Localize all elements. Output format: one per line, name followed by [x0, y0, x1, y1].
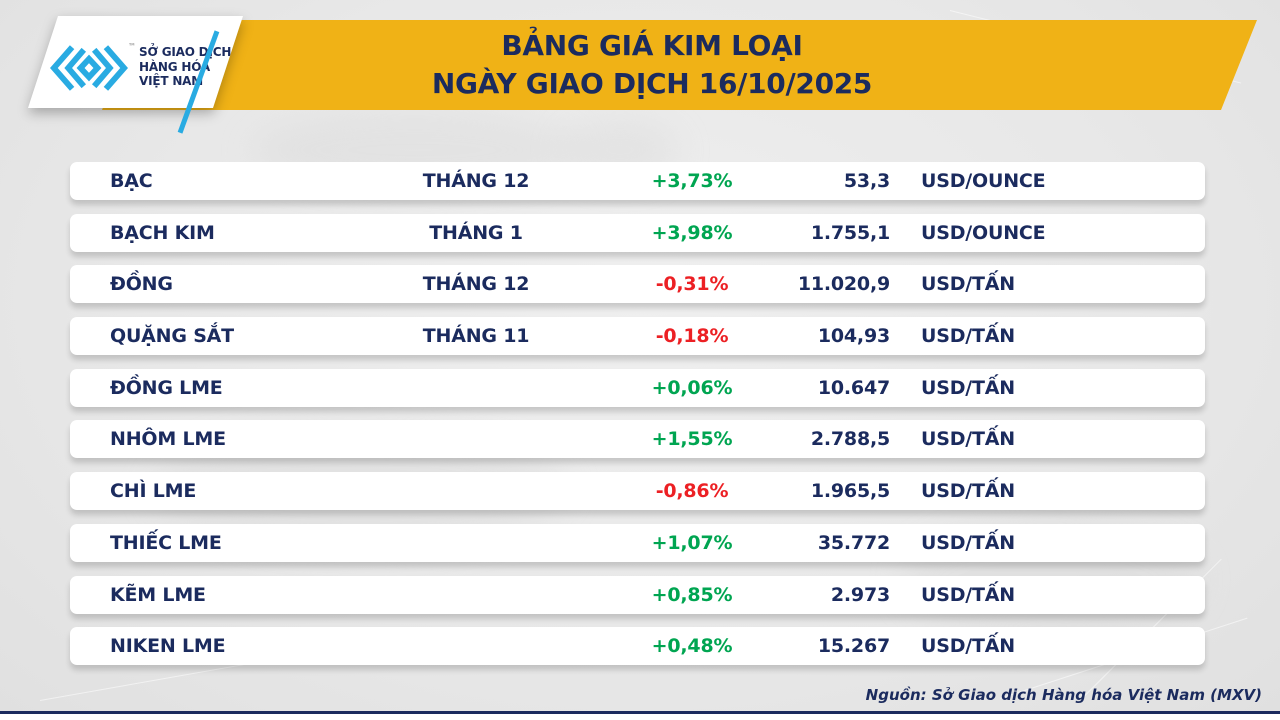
change-percent: +3,98%: [651, 221, 733, 244]
change-percent: -0,31%: [655, 273, 729, 296]
commodity-name: QUẶNG SẮT: [110, 325, 234, 348]
title-line-2: NGÀY GIAO DỊCH 16/10/2025: [431, 67, 873, 100]
title-line-1: BẢNG GIÁ KIM LOẠI: [501, 29, 803, 62]
table-row: CHÌ LME -0,86% 1.965,5 USD/TẤN: [70, 472, 1205, 511]
commodity-name: CHÌ LME: [110, 480, 197, 503]
table-row: BẠC THÁNG 12 +3,73% 53,3 USD/OUNCE: [70, 162, 1205, 200]
change-percent: +1,55%: [651, 428, 733, 451]
logo-org-name: SỞ GIAO DỊCH HÀNG HÓA VIỆT NAM: [139, 45, 231, 89]
change-percent: -0,18%: [655, 325, 729, 348]
price-value: 1.965,5: [810, 480, 890, 503]
price-value: 15.267: [817, 635, 890, 658]
price-unit: USD/TẤN: [921, 480, 1015, 503]
table-row: QUẶNG SẮT THÁNG 11 -0,18% 104,93 USD/TẤN: [70, 317, 1205, 356]
price-value: 53,3: [843, 170, 890, 192]
contract-month: THÁNG 1: [429, 221, 523, 244]
price-value: 10.647: [817, 376, 890, 399]
contract-month: THÁNG 12: [422, 170, 530, 192]
bottom-strip: [0, 714, 1280, 720]
contract-month: THÁNG 11: [422, 325, 530, 348]
table-row: ĐỒNG THÁNG 12 -0,31% 11.020,9 USD/TẤN: [70, 265, 1205, 304]
price-unit: USD/TẤN: [921, 273, 1015, 296]
mxv-logo-card: ™ SỞ GIAO DỊCH HÀNG HÓA VIỆT NAM: [28, 16, 243, 108]
price-unit: USD/OUNCE: [921, 170, 1046, 192]
table-row: NIKEN LME +0,48% 15.267 USD/TẤN: [70, 627, 1205, 666]
table-row: NHÔM LME +1,55% 2.788,5 USD/TẤN: [70, 420, 1205, 459]
price-unit: USD/OUNCE: [921, 221, 1046, 244]
bottom-divider: [0, 711, 1280, 714]
page-title: BẢNG GIÁ KIM LOẠI NGÀY GIAO DỊCH 16/10/2…: [252, 20, 1052, 110]
change-percent: -0,86%: [655, 480, 729, 503]
table-row: THIẾC LME +1,07% 35.772 USD/TẤN: [70, 523, 1205, 562]
change-percent: +0,48%: [651, 635, 733, 658]
contract-month: THÁNG 12: [422, 273, 530, 296]
logo-text-line-3: VIỆT NAM: [139, 74, 203, 88]
price-value: 35.772: [817, 531, 890, 554]
change-percent: +0,85%: [651, 583, 733, 606]
logo-text-line-1: SỞ GIAO DỊCH: [139, 45, 232, 59]
price-unit: USD/TẤN: [921, 325, 1015, 348]
price-value: 1.755,1: [810, 221, 890, 244]
commodity-name: BẠCH KIM: [110, 221, 215, 244]
table-row: BẠCH KIM THÁNG 1 +3,98% 1.755,1 USD/OUNCE: [70, 213, 1205, 252]
change-percent: +3,73%: [651, 170, 733, 192]
price-value: 104,93: [817, 325, 890, 348]
price-unit: USD/TẤN: [921, 428, 1015, 451]
trademark-symbol: ™: [128, 42, 136, 51]
price-unit: USD/TẤN: [921, 376, 1015, 399]
change-percent: +1,07%: [651, 531, 733, 554]
mxv-logo-icon: [50, 45, 128, 91]
commodity-name: ĐỒNG LME: [110, 376, 223, 399]
price-table: BẠC THÁNG 12 +3,73% 53,3 USD/OUNCE BẠCH KIM TH…: [70, 162, 1205, 666]
source-attribution: Nguồn: Sở Giao dịch Hàng hóa Việt Nam (M…: [865, 686, 1262, 704]
price-unit: USD/TẤN: [921, 583, 1015, 606]
commodity-name: BẠC: [110, 170, 153, 192]
change-percent: +0,06%: [651, 376, 733, 399]
logo-text-line-2: HÀNG HÓA: [139, 59, 211, 74]
price-value: 2.973: [830, 583, 890, 606]
commodity-name: NHÔM LME: [110, 428, 226, 451]
header-banner: [102, 20, 1257, 110]
price-value: 11.020,9: [797, 273, 890, 296]
commodity-name: NIKEN LME: [110, 635, 226, 658]
commodity-name: KẼM LME: [110, 583, 206, 606]
price-unit: USD/TẤN: [921, 635, 1015, 658]
price-unit: USD/TẤN: [921, 531, 1015, 554]
table-row: ĐỒNG LME +0,06% 10.647 USD/TẤN: [70, 368, 1205, 407]
commodity-name: ĐỒNG: [110, 273, 173, 296]
table-row: KẼM LME +0,85% 2.973 USD/TẤN: [70, 575, 1205, 614]
commodity-name: THIẾC LME: [110, 531, 222, 554]
price-value: 2.788,5: [810, 428, 890, 451]
